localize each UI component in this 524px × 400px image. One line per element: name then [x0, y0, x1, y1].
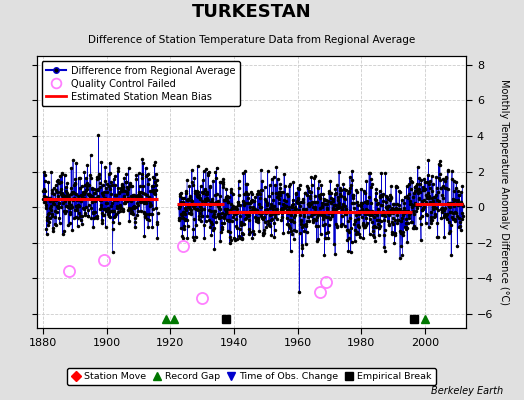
Text: Berkeley Earth: Berkeley Earth — [431, 386, 503, 396]
Legend: Station Move, Record Gap, Time of Obs. Change, Empirical Break: Station Move, Record Gap, Time of Obs. C… — [68, 368, 435, 385]
Y-axis label: Monthly Temperature Anomaly Difference (°C): Monthly Temperature Anomaly Difference (… — [499, 79, 509, 305]
Text: Difference of Station Temperature Data from Regional Average: Difference of Station Temperature Data f… — [88, 35, 415, 45]
Text: TURKESTAN: TURKESTAN — [192, 3, 311, 21]
